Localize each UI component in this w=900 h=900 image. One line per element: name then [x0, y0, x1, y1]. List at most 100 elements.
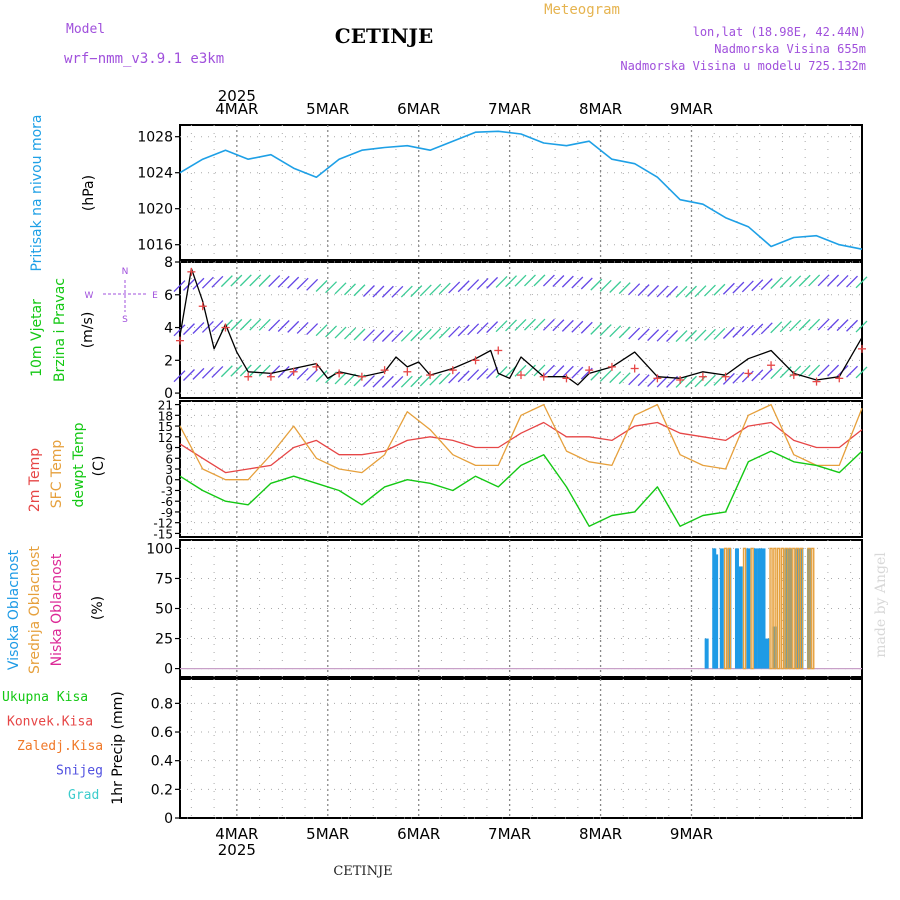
- wind-arrow: [571, 320, 584, 333]
- wind-arrow: [760, 368, 773, 381]
- wind-arrow: [495, 276, 508, 288]
- cloud-bar-high: [714, 554, 719, 669]
- wind-arrow: [448, 371, 461, 384]
- wind-arrow: [779, 276, 792, 289]
- wind-arrow: [467, 323, 480, 336]
- lonlat-label: lon,lat (18.98E, 42.44N): [693, 25, 866, 39]
- wind-arrow: [344, 283, 356, 296]
- cloud-bar-mid: [776, 547, 781, 670]
- cloud-bars: [704, 547, 815, 670]
- wind-gust-markers: [176, 267, 866, 386]
- y-tick-label: 50: [155, 602, 173, 618]
- ylabel-cloud-unit: (%): [90, 596, 106, 620]
- wind-arrow: [561, 275, 574, 288]
- wind-compass: N W E S: [85, 267, 159, 325]
- wind-arrow: [467, 369, 480, 382]
- y-tick-label: 15: [158, 420, 173, 434]
- y-tick-label: 3: [165, 463, 173, 477]
- cloud-bar-high: [784, 548, 789, 669]
- wind-arrow: [211, 365, 224, 378]
- compass-w: W: [85, 291, 94, 301]
- temp-2m-line: [179, 421, 863, 474]
- wind-arrow: [362, 329, 375, 342]
- wind-arrow: [306, 278, 319, 291]
- wind-arrow: [296, 277, 309, 290]
- wind-arrow: [722, 372, 735, 385]
- wind-arrow: [334, 326, 347, 339]
- x-date-label-bottom: 5MAR: [306, 825, 349, 843]
- x-axis: 202520254MAR4MAR5MAR5MAR6MAR6MAR7MAR7MAR…: [215, 87, 713, 859]
- ylabel-cloud-low: Niska Oblacnost: [49, 553, 65, 666]
- y-tick-label: 0: [164, 811, 173, 827]
- cloud-bar-high: [806, 548, 811, 669]
- wind-arrow: [486, 367, 499, 379]
- ylabel-precip: 1hr Precip (mm): [110, 691, 126, 804]
- wind-arrow: [770, 367, 783, 380]
- wind-arrow: [836, 319, 849, 332]
- compass-e: E: [152, 291, 158, 301]
- wind-arrow: [798, 364, 811, 377]
- wind-arrow: [751, 369, 764, 382]
- ylabel-wind: 10m Vjetar: [29, 299, 45, 377]
- wind-arrow: [618, 282, 631, 295]
- wind-arrow: [353, 284, 366, 297]
- wind-arrow: [656, 285, 669, 298]
- wind-arrow: [410, 329, 423, 342]
- wind-arrow: [505, 275, 517, 288]
- ylabel-wind-sub: Brzina i Pravac: [52, 278, 68, 382]
- wind-arrow: [239, 364, 252, 377]
- wind-arrow: [656, 329, 669, 342]
- wind-arrows-upper: [173, 274, 868, 298]
- wind-arrow: [703, 328, 716, 341]
- y-tick-label: 18: [158, 409, 173, 423]
- wind-arrow: [524, 318, 536, 331]
- cloud-bar-mid: [769, 547, 773, 670]
- wind-arrow: [732, 325, 745, 338]
- cloud-bar-high: [772, 626, 777, 669]
- wind-speed-line: [179, 267, 863, 386]
- y-tick-label: -3: [161, 484, 173, 498]
- wind-arrow: [855, 320, 868, 333]
- wind-arrow: [400, 329, 413, 342]
- wind-arrow: [306, 368, 319, 381]
- wind-arrow: [514, 274, 527, 287]
- compass-s: S: [122, 315, 128, 325]
- wind-arrow: [277, 275, 290, 288]
- wind-arrow: [675, 375, 688, 388]
- footer-station: CETINJE: [333, 864, 392, 879]
- wind-arrow: [514, 318, 527, 331]
- wind-arrow: [362, 375, 375, 388]
- wind-arrow: [694, 375, 707, 388]
- y-tick-label: 1024: [137, 166, 173, 182]
- wind-arrow: [628, 327, 641, 340]
- wind-arrow: [817, 364, 830, 377]
- wind-arrow: [173, 280, 186, 293]
- wind-arrow: [808, 364, 821, 377]
- wind-arrow: [325, 325, 338, 338]
- wind-arrow: [315, 324, 328, 337]
- cloud-bar-high: [704, 638, 709, 669]
- cloud-bar-mid: [773, 547, 777, 670]
- legend-item: Konvek.Kisa: [7, 715, 93, 730]
- y-tick-label: 6: [164, 288, 173, 304]
- x-date-label-bottom: 8MAR: [579, 825, 622, 843]
- wind-arrow: [391, 375, 404, 388]
- pressure-line: [179, 130, 863, 250]
- wind-arrow: [732, 371, 745, 384]
- y-tick-label: 9: [165, 442, 173, 456]
- wind-arrow: [183, 369, 195, 381]
- wind-arrow: [448, 325, 461, 338]
- wind-arrow: [296, 321, 309, 334]
- panel-pressure: 1016 1020 1024 1028: [137, 124, 863, 261]
- legend-item: Ukupna Kisa: [2, 690, 88, 705]
- y-tick-label: 1028: [137, 130, 173, 146]
- wind-arrow: [372, 285, 385, 298]
- wind-arrow: [561, 365, 574, 378]
- wind-arrow: [647, 284, 660, 297]
- wind-arrow: [533, 318, 546, 331]
- wind-arrow: [239, 274, 252, 287]
- wind-arrow: [722, 327, 735, 339]
- wind-arrow: [732, 281, 745, 294]
- wind-arrow: [533, 274, 546, 287]
- y-tick-label: 0.2: [151, 782, 173, 798]
